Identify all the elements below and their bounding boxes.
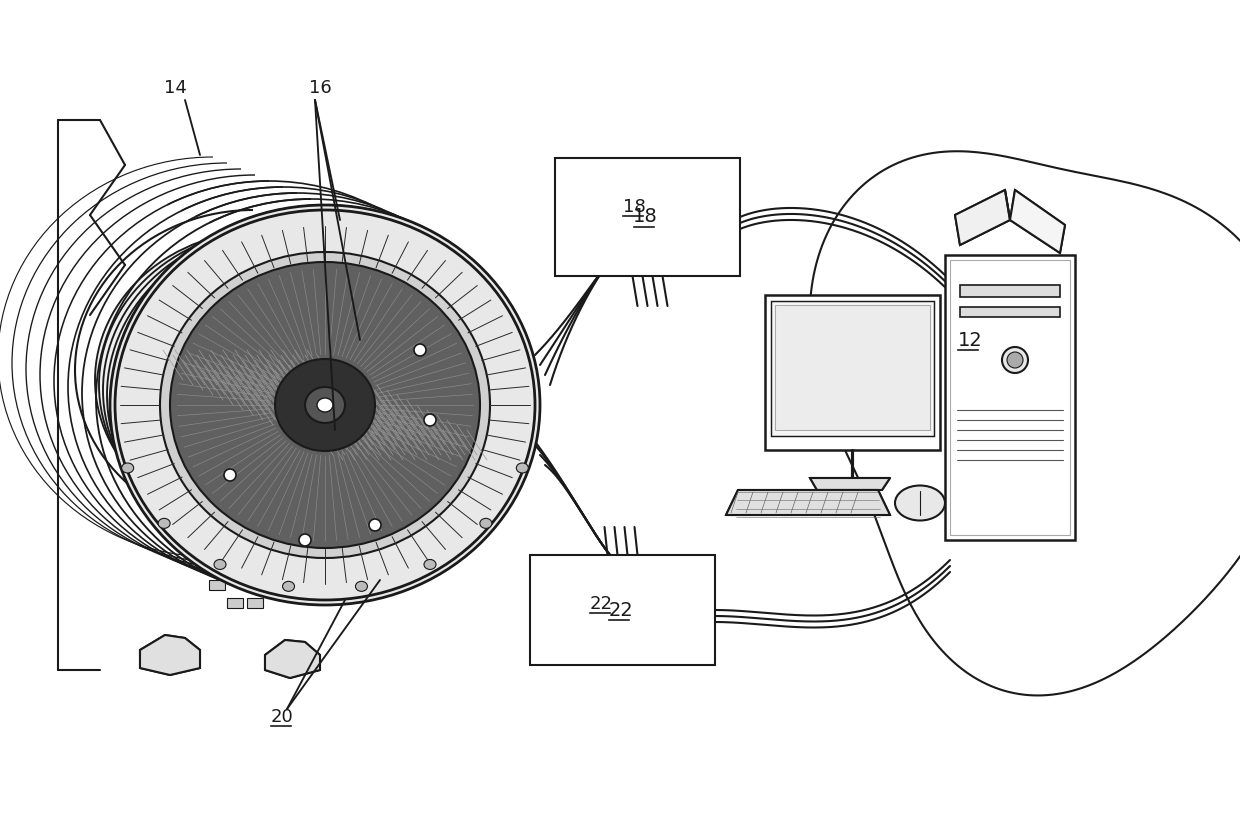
Ellipse shape <box>95 231 435 529</box>
Ellipse shape <box>122 463 134 473</box>
Bar <box>193 547 210 557</box>
Ellipse shape <box>170 262 480 548</box>
Bar <box>556 158 740 276</box>
Ellipse shape <box>99 228 455 542</box>
Ellipse shape <box>103 227 475 554</box>
Bar <box>950 260 1070 535</box>
Ellipse shape <box>1002 347 1028 373</box>
Ellipse shape <box>480 519 492 528</box>
Bar <box>765 295 940 450</box>
Text: 22: 22 <box>589 595 613 613</box>
Ellipse shape <box>224 469 236 481</box>
Ellipse shape <box>160 252 490 558</box>
Bar <box>293 500 309 510</box>
Ellipse shape <box>299 534 311 546</box>
Ellipse shape <box>1007 352 1023 368</box>
Bar <box>281 547 296 557</box>
Ellipse shape <box>424 560 436 570</box>
Text: 18: 18 <box>622 198 645 216</box>
Ellipse shape <box>275 359 374 451</box>
Ellipse shape <box>414 344 427 356</box>
Bar <box>227 598 243 608</box>
Polygon shape <box>955 190 1011 245</box>
Ellipse shape <box>110 205 539 605</box>
Ellipse shape <box>356 581 367 591</box>
Bar <box>247 598 263 608</box>
Polygon shape <box>810 478 890 490</box>
Text: 18: 18 <box>634 208 658 227</box>
Ellipse shape <box>305 387 345 423</box>
Bar <box>265 581 281 590</box>
Ellipse shape <box>283 581 295 591</box>
Bar <box>210 581 224 590</box>
Text: 12: 12 <box>957 331 982 350</box>
Ellipse shape <box>317 398 334 412</box>
Bar <box>181 500 197 510</box>
Ellipse shape <box>895 485 945 520</box>
Bar <box>775 305 930 430</box>
Text: 22: 22 <box>608 600 632 619</box>
Ellipse shape <box>215 560 226 570</box>
Ellipse shape <box>424 414 436 426</box>
Bar <box>529 555 715 665</box>
Ellipse shape <box>516 463 528 473</box>
Polygon shape <box>1011 190 1065 253</box>
Ellipse shape <box>107 224 495 566</box>
Text: 14: 14 <box>164 79 186 97</box>
Ellipse shape <box>370 519 381 531</box>
Polygon shape <box>265 640 320 678</box>
Text: 16: 16 <box>309 79 331 97</box>
Polygon shape <box>140 635 200 675</box>
Bar <box>945 255 1075 540</box>
Bar <box>960 285 1060 297</box>
Ellipse shape <box>159 519 170 528</box>
Text: 20: 20 <box>270 708 294 726</box>
Bar <box>771 301 934 436</box>
Polygon shape <box>725 490 890 515</box>
Bar <box>960 307 1060 317</box>
Ellipse shape <box>112 222 515 578</box>
